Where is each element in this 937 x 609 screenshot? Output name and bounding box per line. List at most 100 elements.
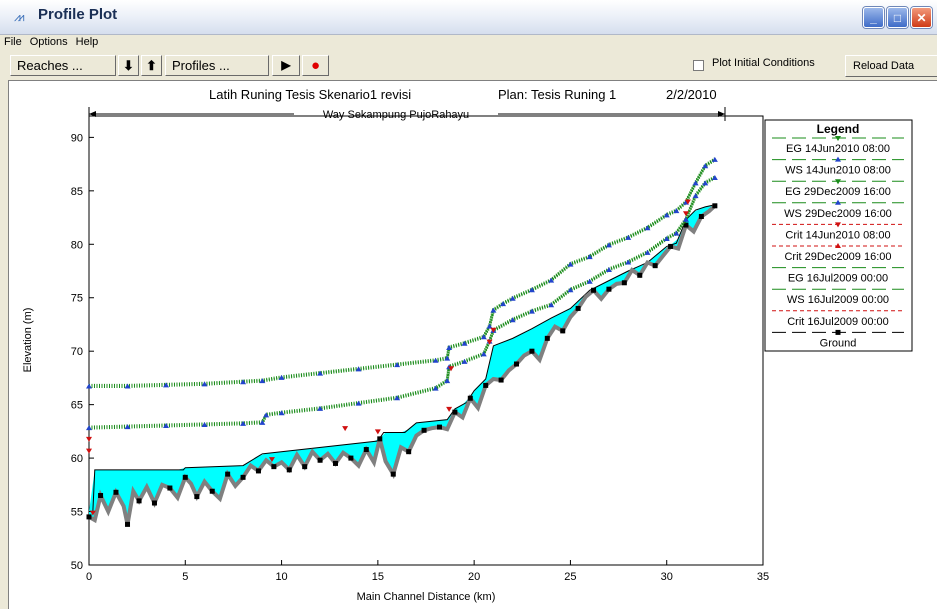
- close-button[interactable]: ✕: [911, 7, 932, 28]
- ws-point: [567, 287, 574, 293]
- x-tick-label: 5: [182, 571, 188, 583]
- x-tick-label: 30: [661, 571, 673, 583]
- ground-point: [182, 474, 188, 480]
- ground-point: [436, 424, 442, 430]
- ground-point: [668, 243, 674, 249]
- ws-point: [259, 419, 266, 425]
- crit-point: [446, 406, 453, 412]
- ws-point: [663, 212, 670, 218]
- ws-point: [644, 225, 651, 231]
- ws-point: [480, 334, 487, 340]
- reload-data-button[interactable]: Reload Data: [845, 55, 937, 77]
- x-axis-label: Main Channel Distance (km): [357, 591, 496, 603]
- ws-point: [692, 193, 699, 199]
- ground-point: [591, 287, 597, 293]
- ground-point: [698, 213, 704, 219]
- ws-point: [509, 295, 516, 301]
- menu-help[interactable]: Help: [75, 36, 99, 48]
- legend-label-eg-14jun2010-08-00: EG 14Jun2010 08:00: [786, 143, 890, 155]
- ground-point: [575, 305, 581, 311]
- ws-point: [240, 420, 247, 426]
- ws-point: [711, 156, 718, 162]
- ground-point: [271, 464, 277, 470]
- y-axis-label: Elevation (m): [22, 308, 34, 373]
- x-tick-label: 25: [564, 571, 576, 583]
- crit-point: [486, 339, 493, 345]
- toolbar: Reaches ... ⬇ ⬆ Profiles ... ▶ ●: [0, 52, 937, 78]
- title-bar[interactable]: ⩘⩘ Profile Plot _ □ ✕: [0, 0, 937, 35]
- ground-point: [467, 395, 473, 401]
- crit-point: [89, 510, 96, 516]
- ws-point: [201, 381, 208, 387]
- y-tick-label: 90: [71, 132, 83, 144]
- series-line-ws-16jul2009: [89, 204, 715, 513]
- menu-file[interactable]: File: [4, 36, 22, 48]
- reach-label: Way Sekampung PujoRahayu: [323, 109, 469, 121]
- legend-label-eg-16jul2009-00-00: EG 16Jul2009 00:00: [788, 273, 888, 285]
- ground-point: [637, 272, 643, 278]
- legend-marker-crit-29dec2009-16-00: [835, 243, 841, 248]
- ground-point: [225, 471, 231, 477]
- ground-point: [377, 436, 383, 442]
- ws-point: [586, 254, 593, 260]
- x-axis: 0 5 10 15 20 25 30 35: [86, 560, 769, 583]
- x-tick-label: 20: [468, 571, 480, 583]
- ground-point: [529, 348, 535, 354]
- plot-initial-conditions-checkbox[interactable]: [693, 60, 704, 71]
- ws-point: [682, 216, 689, 222]
- ground-point: [390, 471, 396, 477]
- legend-label-crit-29dec2009-16-00: Crit 29Dec2009 16:00: [784, 251, 891, 263]
- play-animation-button[interactable]: ▶: [272, 55, 300, 76]
- ws-point: [432, 357, 439, 363]
- ws-point: [586, 278, 593, 284]
- legend-label-ws-16jul2009-00-00: WS 16Jul2009 00:00: [787, 294, 889, 306]
- ground-point: [286, 467, 292, 473]
- maximize-button[interactable]: □: [887, 7, 908, 28]
- minimize-button[interactable]: _: [863, 7, 884, 28]
- ground-point: [332, 460, 338, 466]
- ws-point: [394, 362, 401, 368]
- legend-marker-eg-14jun2010-08-00: [835, 136, 841, 141]
- ws-point: [548, 302, 555, 308]
- y-tick-label: 50: [71, 560, 83, 572]
- profiles-button[interactable]: Profiles ...: [165, 55, 269, 76]
- ws-point: [432, 385, 439, 391]
- legend: Legend EG 14Jun2010 08:00 WS 14Jun2010 08…: [764, 119, 913, 352]
- ground-point: [483, 382, 489, 388]
- ws-point: [444, 378, 451, 384]
- ws-point: [86, 383, 92, 389]
- plot-title-plan: Plan: Tesis Runing 1: [498, 87, 616, 102]
- ground-point: [209, 488, 215, 494]
- menu-options[interactable]: Options: [29, 36, 68, 48]
- ws-point: [509, 317, 516, 323]
- ws-point: [692, 180, 699, 186]
- crit-point: [342, 426, 349, 432]
- ws-point: [263, 412, 270, 418]
- ws-point: [461, 358, 468, 364]
- ws-point: [355, 366, 362, 372]
- legend-label-ws-29dec2009-16-00: WS 29Dec2009 16:00: [784, 208, 892, 220]
- plot-initial-conditions-label: Plot Initial Conditions: [712, 57, 815, 69]
- reaches-button[interactable]: Reaches ...: [10, 55, 116, 76]
- series-line-eg-29dec2009-16-00: [88, 175, 716, 429]
- crit-point: [268, 457, 275, 463]
- up-arrow-button[interactable]: ⬆: [141, 55, 162, 76]
- ws-point: [490, 307, 497, 313]
- ws-point: [163, 382, 170, 388]
- ws-point: [444, 355, 451, 361]
- ground-point: [240, 474, 246, 480]
- record-button[interactable]: ●: [302, 55, 329, 76]
- y-tick-label: 60: [71, 453, 83, 465]
- ground-point: [151, 500, 157, 506]
- ground-point: [406, 449, 412, 455]
- ws-point: [317, 405, 324, 411]
- ws-point: [702, 163, 709, 169]
- app-icon: ⩘⩘: [14, 10, 24, 24]
- ws-point: [711, 175, 718, 181]
- down-arrow-button[interactable]: ⬇: [118, 55, 139, 76]
- ws-point: [605, 242, 612, 248]
- x-tick-label: 15: [372, 571, 384, 583]
- ws-point: [394, 395, 401, 401]
- series-line-eg-14jun2010-08-00: [89, 157, 716, 387]
